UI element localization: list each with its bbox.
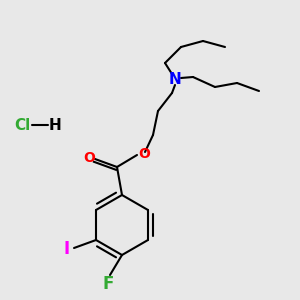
Text: I: I [64,240,70,258]
Text: O: O [138,147,150,161]
Text: F: F [102,275,114,293]
Text: O: O [83,151,95,165]
Text: H: H [49,118,62,133]
Text: N: N [169,71,182,86]
Text: Cl: Cl [14,118,30,133]
